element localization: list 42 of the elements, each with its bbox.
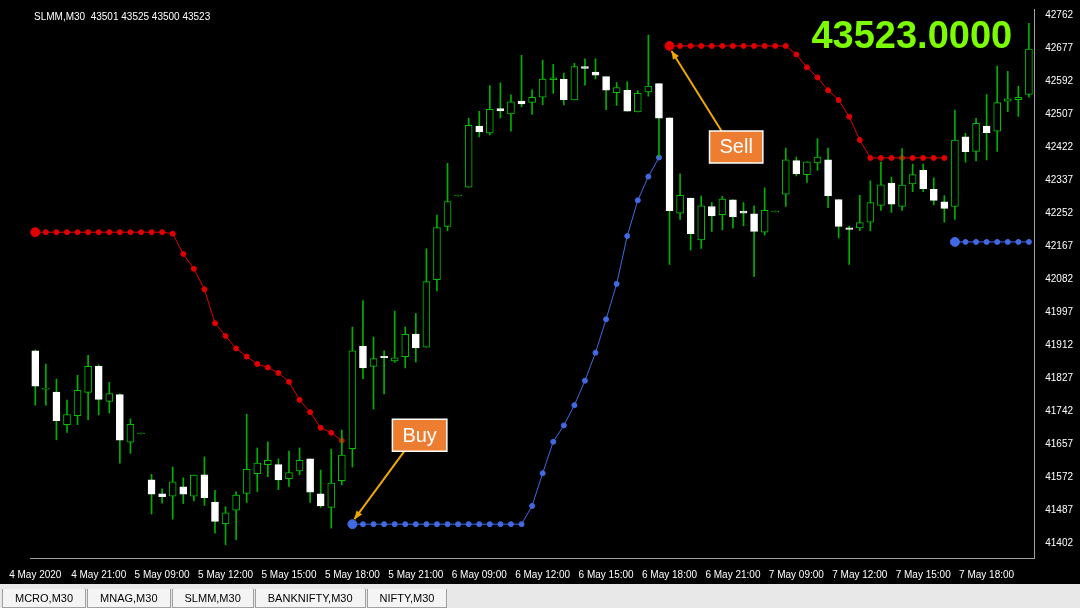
y-tick-label: 42592	[1045, 74, 1074, 86]
y-tick-label: 42507	[1045, 107, 1074, 119]
x-tick-label: 5 May 12:00	[198, 568, 254, 580]
x-tick-label: 6 May 09:00	[451, 568, 508, 580]
chart-title: SLMM,M30 43501 43525 43500 43523	[34, 10, 211, 22]
y-tick-label: 42082	[1045, 272, 1074, 284]
x-tick-label: 5 May 18:00	[324, 568, 381, 580]
x-tick-label: 4 May 2020	[9, 568, 62, 580]
annotation: 43523.0000	[811, 14, 1013, 57]
y-tick-label: 42252	[1045, 206, 1074, 218]
annotation: Buy	[402, 423, 437, 446]
x-tick-label: 6 May 18:00	[641, 568, 698, 580]
y-tick-label: 41487	[1045, 504, 1074, 516]
y-tick-label: 42167	[1045, 239, 1074, 251]
text: MNAG,M30	[87, 589, 171, 608]
text: MCRO,M30	[2, 589, 87, 608]
y-tick-label: 42337	[1045, 173, 1074, 185]
x-tick-label: 7 May 18:00	[959, 568, 1015, 580]
x-tick-label: 7 May 09:00	[768, 568, 825, 580]
x-tick-label: 6 May 12:00	[515, 568, 571, 580]
text: NIFTY,M30	[366, 589, 448, 608]
y-tick-label: 41997	[1045, 306, 1074, 318]
y-tick-label: 41742	[1045, 405, 1074, 417]
y-tick-label: 42677	[1045, 41, 1074, 53]
x-tick-label: 7 May 15:00	[895, 568, 952, 580]
y-tick-label: 41827	[1045, 372, 1074, 384]
text: SLMM,M30	[171, 589, 254, 608]
y-tick-label: 41912	[1045, 339, 1074, 351]
x-tick-label: 6 May 15:00	[578, 568, 635, 580]
x-tick-label: 7 May 12:00	[832, 568, 888, 580]
x-tick-label: 5 May 21:00	[388, 568, 444, 580]
y-tick-label: 41657	[1045, 438, 1074, 450]
text: BANKNIFTY,M30	[254, 589, 366, 608]
y-tick-label: 42422	[1045, 140, 1074, 152]
y-tick-label: 41402	[1045, 537, 1074, 549]
x-tick-label: 5 May 09:00	[134, 568, 191, 580]
y-tick-label: 41572	[1045, 471, 1074, 483]
annotation: Sell	[719, 135, 753, 158]
x-tick-label: 5 May 15:00	[261, 568, 317, 580]
x-tick-label: 6 May 21:00	[705, 568, 761, 580]
x-tick-label: 4 May 21:00	[71, 568, 127, 580]
y-tick-label: 42762	[1045, 8, 1074, 20]
